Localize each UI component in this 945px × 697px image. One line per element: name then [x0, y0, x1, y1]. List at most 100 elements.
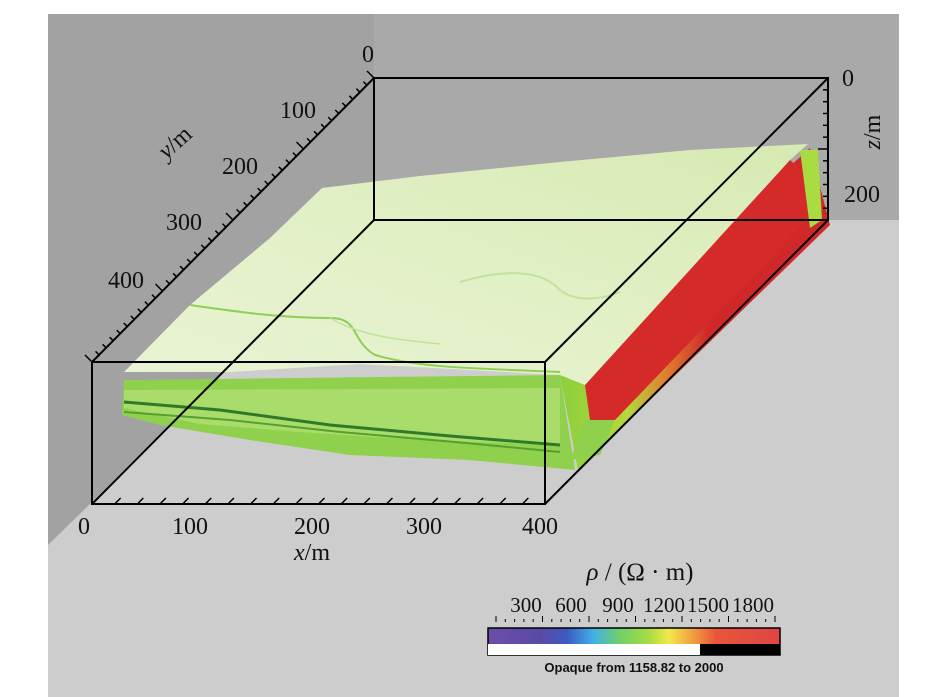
x-axis-title: x/m	[293, 540, 330, 566]
y-tick-mark	[207, 237, 213, 242]
x-tick-mark	[91, 497, 99, 505]
top-surface	[124, 144, 808, 385]
x-tick-label: 0	[78, 514, 90, 540]
x-tick-mark	[227, 497, 235, 505]
y-tick-mark	[366, 70, 375, 79]
resistivity-model	[122, 144, 830, 470]
y-tick-mark	[243, 201, 248, 207]
y-tick-label: 100	[280, 98, 316, 124]
contour-line-1	[189, 304, 561, 373]
y-tick-mark	[264, 180, 269, 186]
y-tick-mark	[154, 283, 164, 292]
y-tick-mark	[165, 279, 171, 285]
y-tick-mark	[362, 81, 368, 86]
y-tick-mark	[172, 272, 178, 278]
y-tick-mark	[295, 141, 305, 150]
y-tick-mark	[257, 187, 262, 193]
x-tick-mark	[295, 497, 303, 505]
x-tick-mark	[272, 497, 280, 505]
y-tick-mark	[144, 301, 149, 306]
y-tick-mark	[214, 230, 220, 235]
y-tick-mark	[200, 244, 206, 249]
x-tick-mark	[340, 497, 348, 505]
z-axis-title: z/m	[860, 114, 886, 150]
x-tick-mark	[317, 497, 326, 505]
y-tick-mark	[313, 130, 319, 136]
y-tick-mark	[292, 152, 297, 157]
x-tick-mark	[431, 497, 439, 505]
y-tick-mark	[95, 350, 100, 356]
y-tick-label: 400	[108, 268, 144, 294]
y-tick-mark	[334, 109, 340, 115]
layer-line-2	[123, 411, 561, 453]
x-tick-mark	[499, 497, 507, 505]
front-layer-band	[124, 388, 560, 445]
box-edge-tr	[544, 77, 829, 363]
z-axis-unit: /m	[860, 114, 886, 140]
legend-title-unit: / (Ω · m)	[599, 559, 694, 586]
x-tick-mark	[544, 497, 552, 505]
z-axis-var: z	[860, 139, 886, 150]
x-tick-mark	[408, 497, 416, 505]
y-tick-label: 0	[362, 42, 374, 68]
y-tick-mark	[225, 212, 234, 221]
legend-tick-label: 1800	[732, 593, 774, 617]
y-tick-mark	[221, 223, 227, 228]
y-tick-mark	[186, 258, 192, 264]
legend-tick-marks	[495, 616, 776, 622]
legend-opaque-range	[700, 644, 780, 655]
x-tick-mark	[385, 497, 393, 505]
side-green-edge	[800, 150, 822, 228]
x-tick-mark	[159, 497, 167, 505]
y-tick-mark	[250, 194, 255, 200]
x-axis: 0 100 200 300 400 x/m	[78, 514, 558, 566]
legend-color-bar	[488, 628, 780, 644]
legend-opacity-note: Opaque from 1158.82 to 2000	[544, 660, 723, 675]
y-tick-mark	[123, 322, 128, 328]
y-tick-mark	[348, 95, 354, 100]
x-tick-label: 300	[406, 514, 442, 540]
x-tick-label: 100	[172, 514, 208, 540]
y-tick-mark	[193, 251, 199, 257]
x-tick-label: 400	[522, 514, 558, 540]
x-tick-label: 200	[294, 514, 330, 540]
contour-line-2	[459, 272, 621, 300]
legend-tick-label: 300	[510, 593, 542, 617]
y-tick-mark	[179, 265, 185, 271]
x-tick-mark	[453, 497, 461, 505]
x-tick-mark	[250, 497, 258, 505]
x-tick-mark	[204, 497, 212, 505]
legend-tick-label: 600	[555, 593, 587, 617]
y-tick-mark	[278, 166, 283, 171]
x-tick-mark	[521, 497, 529, 505]
y-tick-mark	[271, 173, 276, 178]
y-tick-mark	[116, 329, 121, 335]
legend-tick-label: 1200	[643, 593, 685, 617]
box-edge-br	[544, 219, 829, 505]
y-tick-mark	[102, 343, 107, 349]
axis-tick-marks	[84, 70, 828, 505]
y-tick-mark	[236, 208, 241, 214]
z-tick-label: 0	[842, 66, 854, 92]
y-tick-label: 300	[166, 210, 202, 236]
x-tick-mark	[136, 497, 144, 505]
z-axis: 0 200 z/m	[842, 66, 886, 208]
x-axis-unit: /m	[305, 540, 331, 566]
y-tick-mark	[130, 315, 135, 320]
x-tick-mark	[476, 497, 484, 505]
y-tick-mark	[355, 88, 361, 93]
legend-title: ρ / (Ω · m)	[586, 559, 694, 586]
y-tick-mark	[327, 116, 333, 122]
color-legend: ρ / (Ω · m) 300 600 900 1200 1500 1800 O…	[487, 559, 781, 675]
legend-title-var: ρ	[586, 559, 599, 586]
high-resistivity-anomaly	[585, 160, 812, 420]
box-edge-bl	[91, 219, 375, 505]
y-tick-mark	[320, 123, 326, 129]
y-tick-mark	[341, 102, 347, 107]
y-tick-mark	[109, 336, 114, 342]
y-tick-label: 200	[222, 154, 258, 180]
legend-tick-label: 900	[602, 593, 634, 617]
x-tick-mark	[363, 497, 371, 505]
contour-line-3	[329, 317, 441, 345]
